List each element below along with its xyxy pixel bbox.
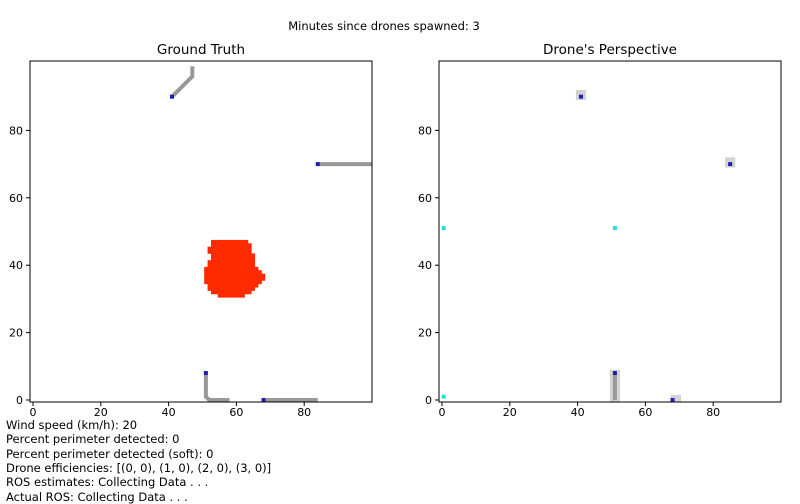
drone-perspective-plot: 0 20 40 60 80 0 20 40 60 80 <box>418 60 782 419</box>
fire-row <box>204 280 262 285</box>
drone-marker <box>315 162 320 167</box>
marker-point <box>441 394 446 399</box>
perimeter-detected-text: Percent perimeter detected: 0 <box>6 432 180 446</box>
marker-point <box>441 226 446 231</box>
fire-row <box>204 273 266 278</box>
fire-row <box>204 276 266 281</box>
scanned-area <box>670 394 681 402</box>
y-tick-label: 20 <box>418 327 432 340</box>
drone-marker <box>169 94 174 99</box>
x-tick-label: 80 <box>297 406 311 419</box>
ground-truth-plot: 0 20 40 60 80 0 20 40 60 80 <box>9 60 373 419</box>
fire-row <box>210 253 256 258</box>
perimeter-soft-text: Percent perimeter detected (soft): 0 <box>6 447 214 461</box>
actual-ros-text: Actual ROS: Collecting Data . . . <box>6 490 188 504</box>
y-tick-label: 0 <box>425 394 432 407</box>
wind-speed-text: Wind speed (km/h): 20 <box>6 418 138 432</box>
axes-frame <box>438 60 782 403</box>
y-tick-label: 40 <box>418 259 432 272</box>
fire-row <box>207 283 259 288</box>
fire-row <box>207 263 256 268</box>
drone-marker <box>203 371 208 376</box>
fire-row <box>210 256 256 261</box>
fire-row <box>207 260 256 264</box>
drone-marker <box>261 398 266 402</box>
y-tick-label: 80 <box>9 124 23 137</box>
fire-row <box>207 287 256 291</box>
fire-row <box>210 243 252 248</box>
x-tick-label: 40 <box>571 406 585 419</box>
drone-path <box>203 373 230 402</box>
fire-row <box>210 239 249 244</box>
y-tick-label: 0 <box>16 394 23 407</box>
fire-row <box>204 270 262 275</box>
drone-perspective-title: Drone's Perspective <box>543 42 677 58</box>
fire-row <box>217 293 245 298</box>
fire-row <box>207 250 252 254</box>
fire-row <box>207 246 252 251</box>
x-tick-label: 20 <box>94 406 108 419</box>
drone-marker <box>728 162 733 167</box>
axes-frame <box>29 60 373 403</box>
y-tick-label: 20 <box>9 327 23 340</box>
x-tick-label: 20 <box>503 406 517 419</box>
x-tick-label: 0 <box>30 406 37 419</box>
x-tick-label: 40 <box>162 406 176 419</box>
x-tick-label: 60 <box>638 406 652 419</box>
x-tick-label: 80 <box>706 406 720 419</box>
ros-estimates-text: ROS estimates: Collecting Data . . . <box>6 475 209 489</box>
y-tick-label: 60 <box>418 192 432 205</box>
y-tick-label: 80 <box>418 124 432 137</box>
x-tick-label: 60 <box>229 406 243 419</box>
fire-row <box>204 266 259 271</box>
y-tick-label: 40 <box>9 259 23 272</box>
figure-suptitle: Minutes since drones spawned: 3 <box>288 19 480 33</box>
drone-marker <box>578 94 583 99</box>
drone-efficiencies-text: Drone efficiencies: [(0, 0), (1, 0), (2,… <box>6 461 272 475</box>
drone-path <box>170 66 195 99</box>
y-tick-label: 60 <box>9 192 23 205</box>
x-tick-label: 0 <box>439 406 446 419</box>
drone-marker <box>670 398 675 402</box>
drone-marker <box>612 371 617 376</box>
fire-row <box>210 290 252 295</box>
marker-point <box>612 226 617 231</box>
ground-truth-title: Ground Truth <box>156 42 246 58</box>
